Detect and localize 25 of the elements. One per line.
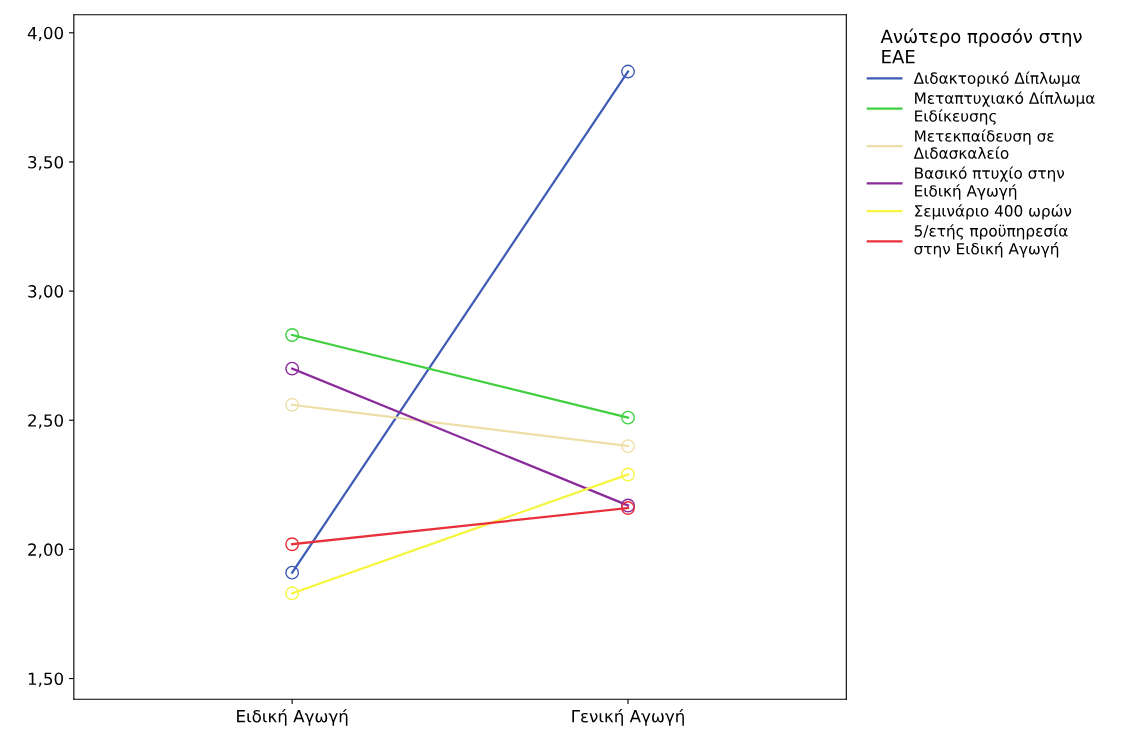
y-tick-label: 2,00 <box>28 543 64 558</box>
point <box>621 467 635 482</box>
y-tick-label: 4,00 <box>27 26 64 42</box>
x-tick-label: Ειδική Αγωγή <box>237 708 348 726</box>
y-tick-label: 3,50 <box>28 155 64 171</box>
point <box>621 439 635 454</box>
point <box>285 537 300 552</box>
legend-label: 5/ετής προϋπηρεσία στην Ειδική Αγωγή <box>914 224 1068 258</box>
legend-label: Σεμινάριο 400 ωρών <box>915 204 1072 220</box>
point <box>621 64 635 79</box>
y-tick-label: 3,00 <box>28 285 64 300</box>
point <box>285 328 300 342</box>
legend-label: Βασικό πτυχίο στην Ειδική Αγωγή <box>915 166 1065 200</box>
point <box>285 565 300 580</box>
y-tick-label: 1,50 <box>28 672 64 687</box>
x-tick-label: Γενική Αγωγή <box>572 708 684 726</box>
y-tick-label: 2,50 <box>28 414 64 429</box>
point <box>621 410 635 425</box>
legend-title: Ανώτερο προσόν στην ΕΑΕ <box>880 28 1082 64</box>
legend-label: Διδακτορικό Δίπλωμα <box>913 71 1081 87</box>
legend-label: Μεταπτυχιακό Δίπλωμα Ειδίκευσης <box>915 91 1095 125</box>
point <box>285 586 300 601</box>
legend-label: Μετεκπαίδευση σε Διδασκαλείο <box>913 129 1054 159</box>
point <box>285 397 300 412</box>
point <box>285 361 300 376</box>
